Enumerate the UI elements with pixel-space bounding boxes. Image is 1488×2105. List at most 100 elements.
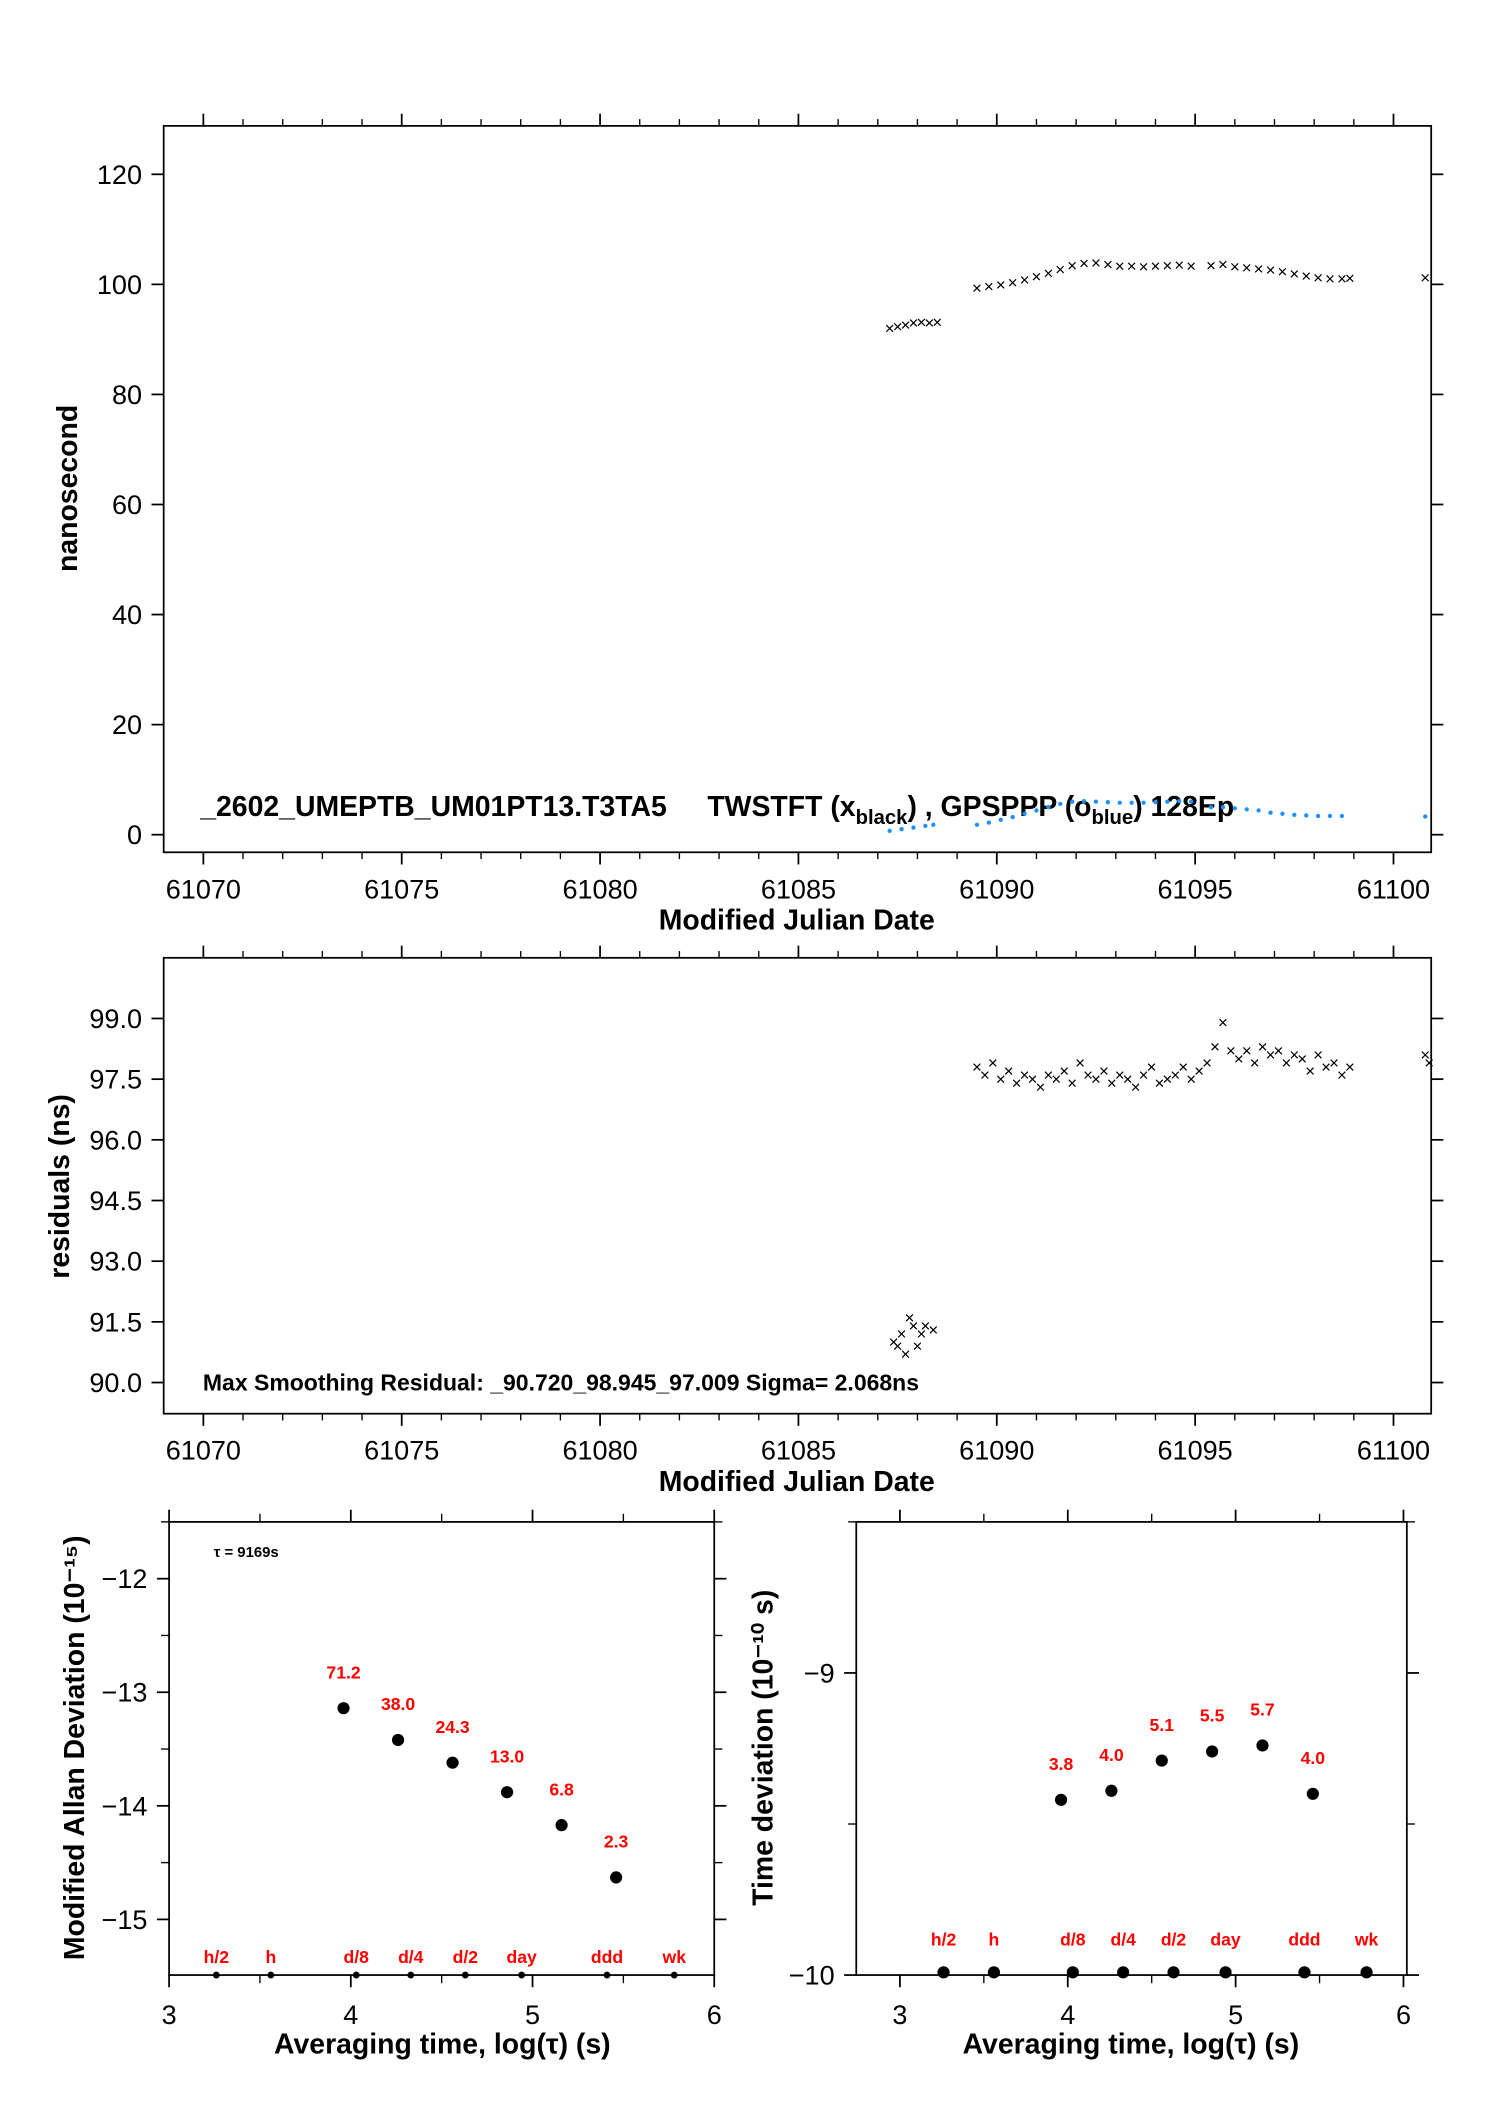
- data-point-x: [1108, 1079, 1116, 1088]
- data-point-o: [1244, 807, 1249, 812]
- residuals-plot: Modified Julian Date residuals (ns) Max …: [44, 945, 1444, 1498]
- data-point-o: [887, 828, 892, 833]
- data-point-x: [1068, 261, 1076, 270]
- data-point-x: [1326, 275, 1334, 283]
- data-point-x: [909, 319, 918, 327]
- y-axis-label: nanosecond: [52, 405, 84, 572]
- time-marker-dot: [1117, 1966, 1130, 1979]
- time-marker-label: day: [506, 1947, 537, 1967]
- y-tick-label: −14: [102, 1791, 148, 1821]
- time-marker-label: d/8: [344, 1947, 370, 1967]
- data-point-x: [1084, 1071, 1092, 1079]
- time-marker-dot: [1298, 1966, 1311, 1979]
- data-point-o: [998, 817, 1003, 822]
- deviation-point: [337, 1702, 350, 1715]
- data-point-x: [1250, 1059, 1259, 1067]
- data-point-x: [1139, 1071, 1148, 1079]
- data-point-x: [1036, 1083, 1045, 1092]
- time-marker-label: d/4: [398, 1947, 424, 1967]
- x-tick-label: 6: [707, 2000, 722, 2030]
- data-point-x: [1338, 1071, 1346, 1079]
- data-point-x: [1290, 270, 1299, 278]
- data-point-x: [925, 319, 934, 327]
- x-tick-label: 4: [1060, 2000, 1075, 2030]
- data-point-x: [1207, 261, 1215, 270]
- data-point-x: [1274, 1047, 1283, 1055]
- deviation-point: [1054, 1793, 1068, 1806]
- time-marker-dot: [670, 1971, 678, 1979]
- data-point-o: [911, 825, 916, 830]
- x-tick-label: 61095: [1158, 874, 1233, 904]
- time-marker-dot: [937, 1966, 950, 1979]
- data-point-x: [1147, 1063, 1156, 1071]
- data-point-x: [1211, 1042, 1219, 1051]
- data-point-x: [1044, 269, 1053, 278]
- deviation-point: [555, 1819, 568, 1832]
- x-tick-label: 61075: [364, 1436, 439, 1466]
- data-point-x: [909, 1322, 918, 1330]
- data-point-x: [1012, 1079, 1021, 1088]
- data-point-x: [901, 1350, 910, 1359]
- plot-frame: [162, 125, 1433, 854]
- data-point-o: [1034, 808, 1039, 813]
- data-point-x: [893, 322, 902, 331]
- point-value-label: 2.3: [604, 1832, 629, 1852]
- data-point-x: [1020, 1071, 1029, 1079]
- title-sub1: black: [856, 807, 909, 829]
- point-value-label: 4.0: [1301, 1748, 1326, 1768]
- data-point-x: [1076, 1059, 1084, 1067]
- x-tick-label: 61090: [959, 874, 1034, 904]
- time-marker-label: h: [989, 1929, 1000, 1949]
- title-main: _2602_UMEPTB_UM01PT13.T3TA5: [199, 791, 667, 823]
- time-marker-dot: [461, 1971, 469, 1979]
- time-marker-dot: [407, 1971, 415, 1979]
- x-axis-label: Modified Julian Date: [659, 1466, 935, 1498]
- data-point-x: [1163, 261, 1172, 270]
- x-tick-label: 4: [343, 2000, 358, 2030]
- data-point-x: [1187, 262, 1195, 271]
- data-point-o: [1165, 799, 1170, 804]
- time-deviation-plot: Averaging time, log(τ) (s) Time deviatio…: [747, 1509, 1420, 2061]
- data-point-x: [1266, 1051, 1275, 1059]
- data-point-x: [893, 1342, 902, 1350]
- deviation-point: [1105, 1784, 1118, 1797]
- time-marker-label: ddd: [1288, 1929, 1320, 1949]
- data-point-x: [1203, 1059, 1211, 1067]
- y-tick-label: −13: [102, 1678, 148, 1708]
- point-value-label: 5.7: [1250, 1700, 1274, 1720]
- data-point-x: [901, 321, 910, 329]
- data-point-x: [1123, 1075, 1132, 1083]
- x-tick-label: 61085: [761, 874, 836, 904]
- point-value-label: 24.3: [435, 1717, 469, 1737]
- plot-frame: [168, 1521, 716, 1976]
- time-marker-label: ddd: [591, 1947, 623, 1967]
- data-point-o: [1315, 813, 1321, 819]
- data-point-o: [986, 820, 992, 825]
- data-point-x: [1131, 1083, 1140, 1092]
- plot-title: _2602_UMEPTB_UM01PT13.T3TA5 TWSTFT (xblac…: [199, 791, 1234, 829]
- x-tick-label: 61090: [959, 1436, 1034, 1466]
- y-axis-label: Time deviation (10⁻¹⁰ s): [747, 1590, 779, 1906]
- data-point-x: [1163, 1075, 1172, 1083]
- time-marker-label: d/8: [1060, 1929, 1086, 1949]
- data-point-x: [1330, 1059, 1338, 1067]
- data-point-o: [1093, 799, 1099, 804]
- data-point-x: [897, 1330, 906, 1338]
- data-point-o: [1292, 812, 1297, 818]
- data-point-o: [1117, 800, 1122, 805]
- data-point-x: [917, 318, 926, 327]
- data-point-o: [974, 822, 980, 827]
- x-tick-label: 61080: [562, 1436, 637, 1466]
- point-value-label: 5.5: [1200, 1706, 1225, 1726]
- time-marker-label: wk: [1354, 1929, 1379, 1949]
- time-series-plot: Modified Julian Date nanosecond _2602_UM…: [52, 113, 1444, 936]
- data-point-o: [1153, 800, 1158, 805]
- y-tick-label: 20: [112, 710, 142, 740]
- data-point-o: [1220, 805, 1226, 810]
- point-value-label: 71.2: [326, 1662, 360, 1682]
- data-point-o: [931, 822, 936, 827]
- data-point-x: [1151, 262, 1160, 271]
- y-tick-label: 99.0: [89, 1004, 142, 1034]
- deviation-point: [446, 1756, 459, 1769]
- y-tick-label: 97.5: [89, 1065, 142, 1095]
